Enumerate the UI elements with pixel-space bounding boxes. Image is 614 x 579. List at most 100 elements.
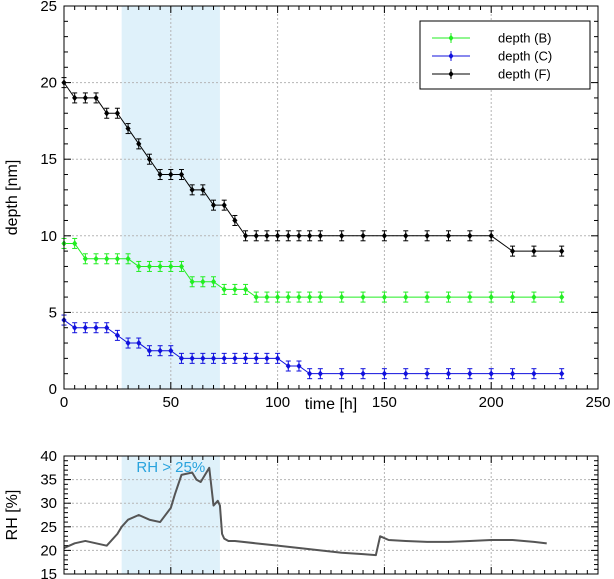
legend-label: depth (F) [498,67,551,82]
data-point [424,368,430,380]
data-point [168,260,174,272]
data-point [114,107,120,119]
data-point [146,345,153,357]
data-point [360,291,366,303]
data-point [275,291,281,303]
x-tick-label: 0 [60,394,68,411]
data-point [210,352,217,364]
legend-entry: depth (C) [432,49,552,64]
data-point [531,245,537,257]
data-point [93,253,99,265]
data-point [232,283,238,295]
data-point [339,368,345,380]
data-point [264,352,270,364]
series-line [63,319,562,375]
data-point [307,230,313,242]
data-point [381,230,387,242]
data-point [168,345,174,357]
ticks: 15 20 25 30 35 40 [40,448,599,579]
data-point [157,169,163,181]
data-point [467,230,473,242]
x-axis-label: time [h] [305,396,357,413]
data-point [307,368,313,380]
data-point [339,230,345,242]
data-point [189,276,195,288]
data-point [488,368,494,380]
data-point [178,169,185,181]
data-point [445,230,452,242]
data-point [232,352,238,364]
data-point [104,253,110,265]
data-point [136,337,142,349]
y-axis-label: RH [%] [4,490,21,541]
data-point [157,260,163,272]
y-tick-label: 0 [49,381,57,398]
series-layer [61,77,565,380]
data-point [104,322,110,334]
data-point [221,199,227,211]
x-tick-label: 100 [265,394,290,411]
data-point [146,153,153,165]
data-point [125,253,131,265]
data-point [488,230,494,242]
data-point [339,291,345,303]
data-point [531,368,537,380]
series-line [63,82,562,252]
legend-label: depth (B) [498,31,551,46]
data-point [445,368,452,380]
data-point [296,291,302,303]
data-point [210,199,217,211]
data-point [285,230,291,242]
series-depth-c- [61,314,565,380]
data-point [93,92,99,104]
data-point [221,352,227,364]
data-point [467,291,473,303]
y-tick-label: 40 [40,448,57,465]
data-point [467,368,473,380]
data-point [275,352,281,364]
data-point [403,368,409,380]
data-point [264,230,270,242]
data-point [381,291,387,303]
data-point [232,214,238,226]
data-point [296,230,302,242]
data-point [200,352,206,364]
legend-label: depth (C) [498,49,552,64]
data-point [210,276,217,288]
data-point [72,322,78,334]
data-point [296,360,302,372]
x-tick-label: 150 [372,394,397,411]
series-depth-f- [61,77,565,257]
data-point [317,230,323,242]
data-point [114,329,120,341]
data-point [189,184,195,196]
data-point [114,253,120,265]
data-point [317,291,323,303]
data-point [360,230,366,242]
data-point [200,184,206,196]
data-point [317,368,323,380]
data-point [509,291,516,303]
rh-series-line [63,466,547,557]
data-point [264,291,270,303]
data-point [253,230,259,242]
x-tick-label: 50 [162,394,179,411]
data-point [168,169,174,181]
data-point [509,368,516,380]
data-point [559,291,565,303]
data-point [104,107,110,119]
data-point [157,345,163,357]
legend-entry: depth (B) [432,31,551,46]
series-layer [63,466,547,557]
data-point [360,368,366,380]
data-point [559,368,565,380]
data-point [146,260,153,272]
data-point [307,291,313,303]
data-point [93,322,99,334]
rh-annotation: RH > 25% [136,459,205,476]
data-point [189,352,195,364]
y-tick-label: 10 [40,228,57,245]
data-point [125,337,131,349]
data-point [253,352,259,364]
